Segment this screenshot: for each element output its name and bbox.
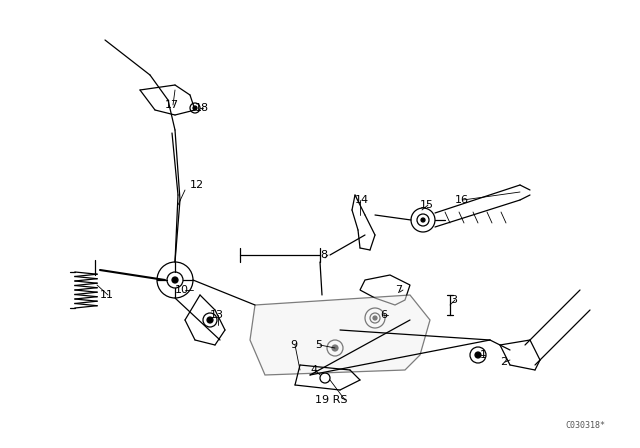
Circle shape: [421, 218, 425, 222]
Text: 1: 1: [480, 350, 487, 360]
Circle shape: [332, 345, 338, 351]
Circle shape: [373, 316, 377, 320]
Text: 9: 9: [290, 340, 297, 350]
Text: 7: 7: [395, 285, 402, 295]
Text: 13: 13: [210, 310, 224, 320]
Circle shape: [207, 317, 213, 323]
Circle shape: [193, 106, 197, 110]
Polygon shape: [360, 275, 410, 305]
Text: 14: 14: [355, 195, 369, 205]
Text: 17: 17: [165, 100, 179, 110]
Text: 8: 8: [320, 250, 327, 260]
Text: 10: 10: [175, 285, 189, 295]
Polygon shape: [250, 295, 430, 375]
Text: 12: 12: [190, 180, 204, 190]
Text: 4: 4: [310, 365, 317, 375]
Text: 18: 18: [195, 103, 209, 113]
Text: C030318*: C030318*: [565, 421, 605, 430]
Text: 6: 6: [380, 310, 387, 320]
Circle shape: [172, 277, 178, 283]
Circle shape: [475, 352, 481, 358]
Text: 3: 3: [450, 295, 457, 305]
Text: 16: 16: [455, 195, 469, 205]
Text: 11: 11: [100, 290, 114, 300]
Text: 5: 5: [315, 340, 322, 350]
Text: 15: 15: [420, 200, 434, 210]
Text: 2: 2: [500, 357, 507, 367]
Text: 19 RS: 19 RS: [315, 395, 348, 405]
